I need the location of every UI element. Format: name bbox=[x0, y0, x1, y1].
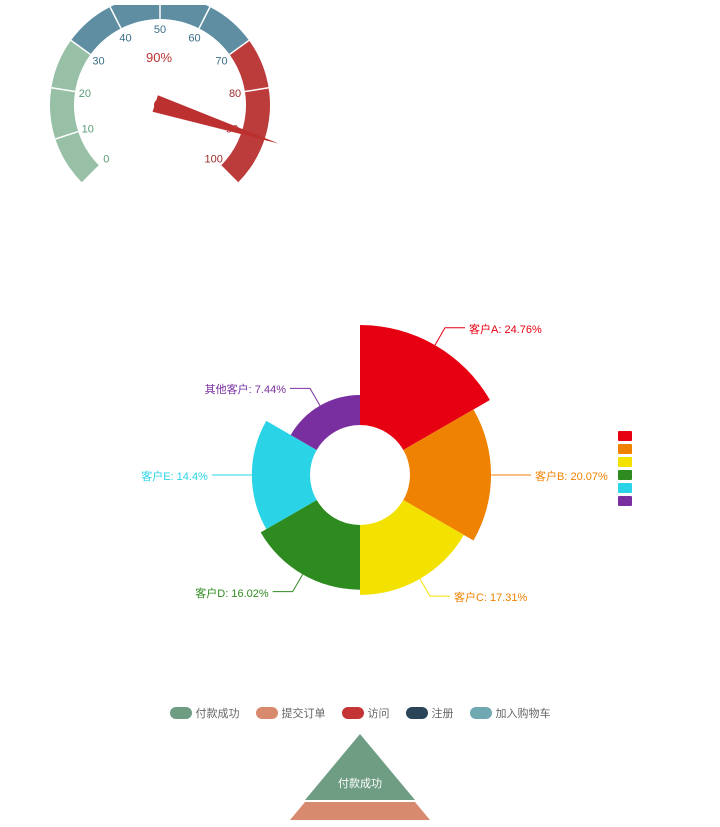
svg-text:80: 80 bbox=[229, 88, 241, 100]
legend-label: 付款成功 bbox=[196, 705, 240, 721]
legend-swatch[interactable] bbox=[618, 444, 632, 454]
legend-label: 注册 bbox=[432, 705, 454, 721]
legend-label: 提交订单 bbox=[282, 705, 326, 721]
funnel-legend: 付款成功 提交订单 访问 注册 加入购物车 bbox=[0, 705, 720, 722]
funnel-top-label: 付款成功 bbox=[330, 775, 390, 791]
rose-slice-label: 客户C: 17.31% bbox=[454, 589, 527, 605]
svg-text:20: 20 bbox=[79, 88, 91, 100]
svg-text:100: 100 bbox=[205, 154, 223, 166]
funnel-chart: 付款成功 提交订单 访问 注册 加入购物车 付款成功 bbox=[0, 705, 720, 825]
rose-svg bbox=[0, 265, 720, 695]
gauge-svg: 0102030405060708090100 bbox=[20, 5, 340, 205]
rose-slice-label: 客户A: 24.76% bbox=[469, 321, 542, 337]
funnel-legend-item[interactable]: 访问 bbox=[342, 705, 390, 721]
funnel-legend-item[interactable]: 付款成功 bbox=[170, 705, 240, 721]
legend-swatch bbox=[342, 707, 364, 719]
funnel-legend-item[interactable]: 加入购物车 bbox=[470, 705, 551, 721]
legend-swatch[interactable] bbox=[618, 496, 632, 506]
gauge-chart: 0102030405060708090100 90% bbox=[20, 5, 340, 205]
legend-swatch bbox=[470, 707, 492, 719]
rose-slice-label: 客户E: 14.4% bbox=[141, 468, 208, 484]
legend-label: 加入购物车 bbox=[496, 705, 551, 721]
rose-legend bbox=[618, 428, 632, 509]
svg-text:0: 0 bbox=[103, 154, 109, 166]
rose-chart: 客户A: 24.76% 客户B: 20.07% 客户C: 17.31% 客户D: 16… bbox=[0, 265, 720, 695]
funnel-legend-item[interactable]: 提交订单 bbox=[256, 705, 326, 721]
legend-swatch bbox=[256, 707, 278, 719]
funnel-legend-item[interactable]: 注册 bbox=[406, 705, 454, 721]
legend-label: 访问 bbox=[368, 705, 390, 721]
svg-text:30: 30 bbox=[92, 55, 104, 67]
rose-slice-label: 其他客户: 7.44% bbox=[205, 381, 286, 397]
svg-text:10: 10 bbox=[82, 123, 94, 135]
rose-slice-label: 客户B: 20.07% bbox=[535, 468, 608, 484]
gauge-value: 90% bbox=[146, 50, 172, 65]
legend-swatch[interactable] bbox=[618, 483, 632, 493]
legend-swatch[interactable] bbox=[618, 431, 632, 441]
svg-text:50: 50 bbox=[154, 24, 166, 36]
legend-swatch[interactable] bbox=[618, 470, 632, 480]
svg-text:40: 40 bbox=[119, 32, 131, 44]
funnel-slice[interactable] bbox=[290, 802, 430, 820]
legend-swatch bbox=[170, 707, 192, 719]
svg-text:70: 70 bbox=[215, 55, 227, 67]
legend-swatch[interactable] bbox=[618, 457, 632, 467]
svg-text:60: 60 bbox=[188, 32, 200, 44]
funnel-svg bbox=[0, 722, 720, 822]
rose-slice-label: 客户D: 16.02% bbox=[195, 585, 268, 601]
legend-swatch bbox=[406, 707, 428, 719]
